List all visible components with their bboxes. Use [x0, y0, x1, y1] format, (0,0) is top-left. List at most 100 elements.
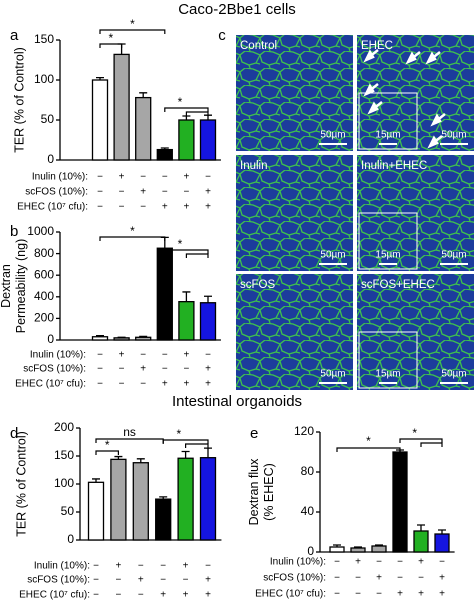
treatment-sign: − [205, 172, 211, 183]
treatment-sign: + [119, 350, 125, 361]
significance-label: * [130, 17, 135, 31]
treatment-sign: − [93, 561, 99, 572]
treatment-sign: − [97, 187, 103, 198]
error-bar [417, 524, 425, 531]
treatment-sign: + [205, 379, 211, 390]
treatment-sign: − [97, 202, 103, 213]
treatment-sign: + [115, 561, 121, 572]
y-tick-label: 200 [34, 311, 54, 325]
treatment-sign: − [205, 350, 211, 361]
treatment-sign: − [183, 187, 189, 198]
error-bar [117, 336, 126, 338]
error-bar [182, 291, 191, 302]
treatment-label: EHEC (10⁷ cfu): [19, 590, 90, 601]
y-tick-label: 40 [301, 504, 315, 518]
treatment-sign: − [119, 187, 125, 198]
panel-letter: b [10, 223, 18, 240]
significance-label: * [366, 434, 371, 448]
treatment-sign: − [334, 557, 340, 568]
treatment-sign: + [119, 172, 125, 183]
section-title: Intestinal organoids [172, 393, 302, 410]
y-tick-label: 50 [41, 112, 55, 126]
treatment-sign: − [119, 379, 125, 390]
treatment-sign: − [115, 590, 121, 601]
error-bar [438, 529, 446, 534]
significance-label: * [412, 426, 417, 440]
significance-label: * [178, 95, 183, 109]
treatment-sign: + [160, 590, 166, 601]
bar [113, 53, 130, 161]
bar [199, 119, 217, 161]
y-tick-label: 400 [34, 289, 54, 303]
arrows [363, 49, 446, 149]
treatment-sign: + [418, 589, 424, 600]
bar [350, 547, 366, 553]
treatment-label: Inulin (10%): [30, 350, 86, 361]
treatment-sign: − [418, 573, 424, 584]
scale-label: 50µm [320, 369, 345, 380]
error-bar [204, 447, 212, 458]
treatment-sign: + [418, 557, 424, 568]
treatment-sign: − [334, 573, 340, 584]
treatment-sign: − [439, 557, 445, 568]
image-label: Control [240, 40, 277, 52]
panel-letter: a [10, 27, 19, 44]
bar [177, 457, 194, 541]
y-axis-label: TER (% of Control) [14, 431, 28, 537]
treatment-sign: + [439, 589, 445, 600]
treatment-sign: − [119, 202, 125, 213]
treatment-sign: − [97, 350, 103, 361]
treatment-sign: + [376, 573, 382, 584]
inset-scale-label: 15µm [375, 250, 400, 261]
bar [178, 301, 195, 341]
y-tick-label: 100 [34, 72, 54, 86]
treatment-sign: + [183, 561, 189, 572]
treatment-sign: + [355, 557, 361, 568]
treatment-sign: − [162, 187, 168, 198]
treatment-label: Inulin (10%): [34, 561, 90, 572]
y-axis-label: Dextran [0, 264, 13, 308]
bar [371, 545, 387, 553]
scale-label: 50µm [320, 130, 345, 141]
y-tick-label: 1000 [27, 224, 54, 238]
treatment-sign: + [183, 590, 189, 601]
treatment-sign: + [183, 350, 189, 361]
bar [135, 96, 152, 161]
y-tick-label: 200 [54, 420, 74, 434]
treatment-sign: + [183, 202, 189, 213]
treatment-label: scFOS (10%): [25, 187, 88, 198]
error-bar [159, 496, 168, 500]
panel-letter: d [10, 425, 18, 442]
treatment-sign: + [205, 202, 211, 213]
image-label: Inulin [240, 160, 268, 172]
bar [87, 481, 105, 541]
treatment-sign: − [97, 172, 103, 183]
bar [199, 302, 217, 341]
significance-bracket [99, 236, 166, 241]
treatment-sign: − [162, 172, 168, 183]
treatment-label: Inulin (10%): [270, 557, 326, 568]
significance-bracket [99, 29, 166, 34]
error-bar [181, 450, 190, 459]
treatment-sign: − [376, 589, 382, 600]
treatment-sign: + [138, 575, 144, 586]
treatment-sign: + [439, 573, 445, 584]
y-tick-label: 120 [294, 424, 314, 438]
y-tick-label: 0 [67, 532, 74, 546]
significance-bracket [95, 450, 119, 455]
y-tick-label: 150 [34, 32, 54, 46]
y-axis-label: Permeability (ng) [14, 239, 28, 333]
image-label: Inulin+EHEC [361, 160, 427, 172]
error-bar [333, 544, 341, 547]
treatment-label: EHEC (10⁷ cfu): [255, 589, 326, 600]
bar [178, 119, 195, 161]
micrograph [236, 274, 353, 390]
panel-letter: c [218, 27, 226, 44]
y-tick-label: 0 [307, 544, 314, 558]
y-axis-label: Dextran flux [247, 458, 261, 525]
treatment-sign: − [397, 573, 403, 584]
significance-bracket [162, 439, 209, 444]
micrograph [236, 155, 353, 271]
treatment-sign: − [205, 561, 211, 572]
error-bar [96, 76, 104, 80]
